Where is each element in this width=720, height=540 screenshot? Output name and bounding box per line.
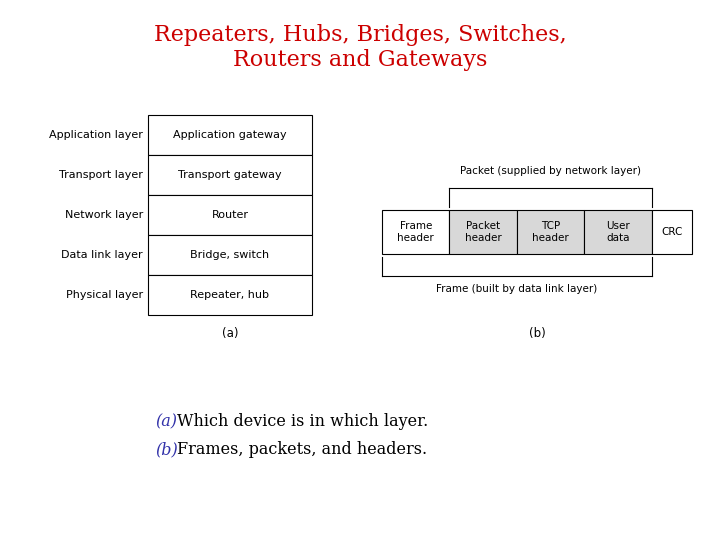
Text: User
data: User data — [606, 221, 630, 243]
Text: (a): (a) — [155, 414, 177, 430]
Text: Transport gateway: Transport gateway — [178, 170, 282, 180]
Text: Routers and Gateways: Routers and Gateways — [233, 49, 487, 71]
Text: Packet
header: Packet header — [464, 221, 501, 243]
Text: Repeaters, Hubs, Bridges, Switches,: Repeaters, Hubs, Bridges, Switches, — [153, 24, 567, 46]
Bar — [148, 155, 312, 195]
Text: Transport layer: Transport layer — [59, 170, 143, 180]
Text: Frame
header: Frame header — [397, 221, 434, 243]
Text: Which device is in which layer.: Which device is in which layer. — [177, 414, 428, 430]
Bar — [584, 210, 652, 254]
Text: Frame (built by data link layer): Frame (built by data link layer) — [436, 284, 598, 294]
Bar — [148, 195, 312, 235]
Text: Repeater, hub: Repeater, hub — [191, 290, 269, 300]
Text: Frames, packets, and headers.: Frames, packets, and headers. — [177, 442, 427, 458]
Text: (a): (a) — [222, 327, 238, 340]
Text: Packet (supplied by network layer): Packet (supplied by network layer) — [460, 166, 641, 176]
Text: Application gateway: Application gateway — [174, 130, 287, 140]
Bar — [148, 235, 312, 275]
Text: (b): (b) — [155, 442, 178, 458]
Text: Router: Router — [212, 210, 248, 220]
Bar — [652, 210, 692, 254]
Text: Data link layer: Data link layer — [61, 250, 143, 260]
Text: Application layer: Application layer — [49, 130, 143, 140]
Text: Bridge, switch: Bridge, switch — [190, 250, 269, 260]
Text: CRC: CRC — [661, 227, 683, 237]
Text: (b): (b) — [528, 327, 545, 340]
Bar — [382, 210, 449, 254]
Text: TCP
header: TCP header — [532, 221, 569, 243]
Bar — [148, 115, 312, 155]
Text: Physical layer: Physical layer — [66, 290, 143, 300]
Text: Network layer: Network layer — [65, 210, 143, 220]
Bar — [449, 210, 517, 254]
Bar — [148, 275, 312, 315]
Bar — [517, 210, 584, 254]
